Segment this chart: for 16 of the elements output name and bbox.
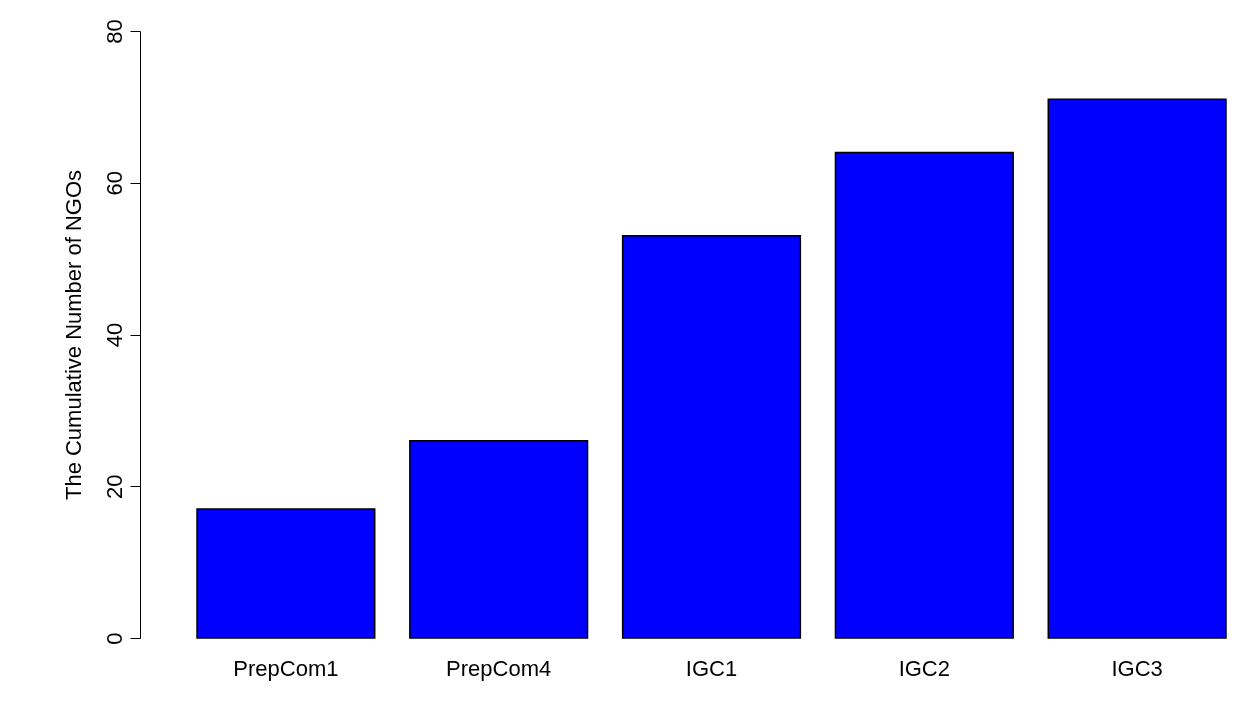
bar	[409, 439, 589, 639]
y-tick-label: 60	[101, 171, 127, 196]
bar	[834, 151, 1014, 639]
y-axis-title: The Cumulative Number of NGOs	[60, 169, 86, 501]
x-tick-label: PrepCom1	[233, 655, 339, 681]
x-tick-label: IGC2	[898, 655, 950, 681]
y-tick-label: 40	[101, 322, 127, 348]
x-tick-label: PrepCom4	[446, 655, 552, 681]
bar	[1047, 98, 1227, 639]
y-tick-label: 80	[101, 19, 127, 44]
bar	[196, 508, 376, 639]
y-tick-label: 0	[101, 632, 127, 645]
bar	[621, 235, 802, 639]
x-tick-label: IGC1	[685, 655, 738, 681]
y-tick-label: 20	[101, 474, 127, 499]
x-tick-label: IGC3	[1111, 655, 1163, 681]
